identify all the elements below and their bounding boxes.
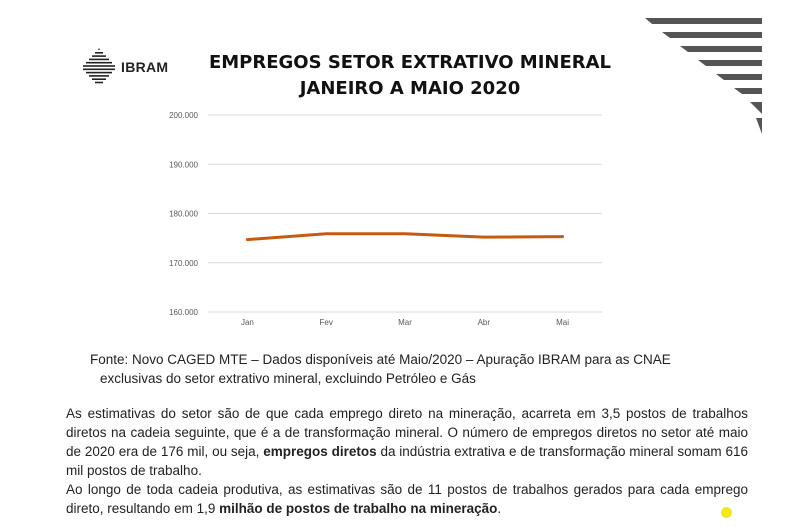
x-tick-label: Fev [320,318,333,327]
paragraph-2: Ao longo de toda cadeia produtiva, as es… [66,480,748,518]
paragraph-1: As estimativas do setor são de que cada … [66,404,748,480]
x-tick-label: Abr [478,318,491,327]
yellow-dot [721,507,732,518]
corner-decoration [645,18,762,134]
source-note: Fonte: Novo CAGED MTE – Dados disponívei… [90,350,710,388]
y-tick-label: 190.000 [169,160,198,169]
y-tick-label: 160.000 [169,308,198,317]
source-line-2: exclusivas do setor extrativo mineral, e… [100,371,476,386]
x-tick-label: Mar [398,318,412,327]
title-line-2: JANEIRO A MAIO 2020 [299,78,521,99]
paragraph-2-bold: milhão de postos de trabalho na mineraçã… [219,501,498,516]
y-tick-label: 200.000 [169,111,198,120]
source-line-1: Fonte: Novo CAGED MTE – Dados disponívei… [90,352,671,367]
paragraph-2-part-1: Ao longo de toda cadeia produtiva, as es… [66,482,748,516]
title-line-1: EMPREGOS SETOR EXTRATIVO MINERAL [208,52,612,73]
y-tick-label: 170.000 [169,259,198,268]
paragraph-1-part-2: da indústria extrativa e de transformaçã… [66,444,748,478]
y-tick-label: 180.000 [169,210,198,219]
line-chart: 160.000 170.000 180.000 190.000 200.000 Jan Fe… [169,111,602,327]
paragraph-1-part-1: As estimativas do setor são de que cada … [66,406,748,459]
x-tick-label: Mai [556,318,569,327]
logo-text: IBRAM [121,59,169,75]
body-text: As estimativas do setor são de que cada … [66,404,748,518]
ibram-logo-icon [83,48,115,84]
paragraph-2-part-2: . [497,501,502,516]
paragraph-1-bold: empregos diretos [263,444,377,459]
series-line [245,232,565,242]
chart-title: EMPREGOS SETOR EXTRATIVO MINERAL JANEIRO… [200,50,620,102]
x-tick-label: Jan [241,318,254,327]
ibram-logo: IBRAM [79,45,179,90]
